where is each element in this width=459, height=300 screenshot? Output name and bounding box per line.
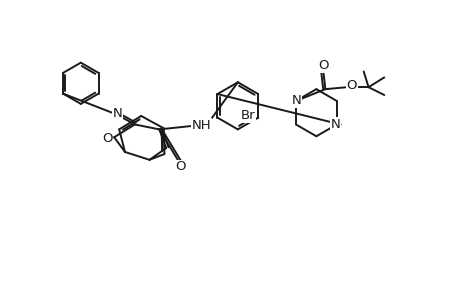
Text: NH: NH: [191, 119, 211, 132]
Text: N: N: [330, 118, 340, 131]
Text: Br: Br: [241, 109, 255, 122]
Text: N: N: [112, 107, 122, 120]
Text: O: O: [318, 59, 328, 72]
Text: N: N: [291, 94, 301, 107]
Text: O: O: [102, 132, 112, 145]
Text: O: O: [175, 160, 186, 173]
Text: O: O: [346, 79, 356, 92]
